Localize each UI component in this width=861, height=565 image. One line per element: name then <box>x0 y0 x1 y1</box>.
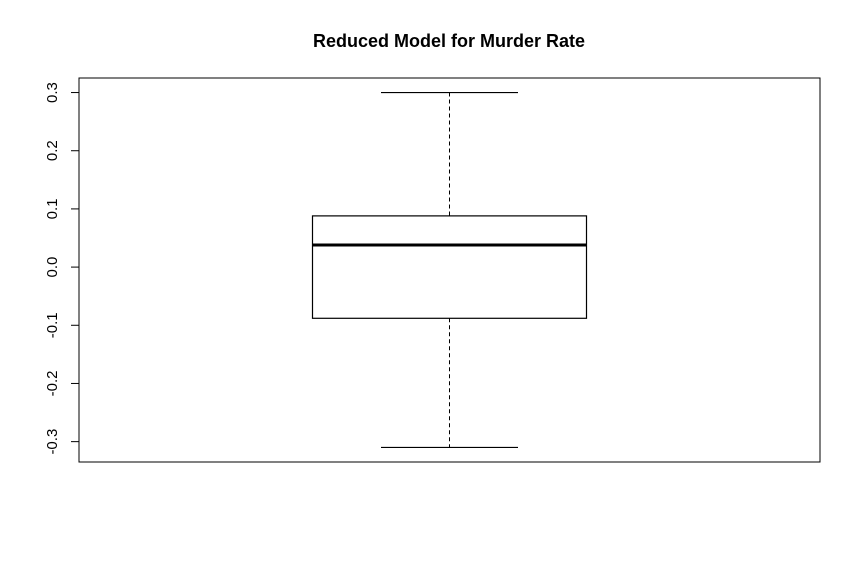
y-tick-label: -0.2 <box>44 371 61 397</box>
y-tick-label: 0.0 <box>44 257 61 278</box>
y-tick-label: 0.2 <box>44 140 61 161</box>
y-tick-label: -0.3 <box>44 429 61 455</box>
y-axis: -0.3 -0.2 -0.1 0.0 0.1 0.2 0.3 <box>44 82 80 455</box>
y-tick-label: 0.1 <box>44 198 61 219</box>
y-tick-label: -0.1 <box>44 312 61 338</box>
chart-title: Reduced Model for Murder Rate <box>313 31 585 51</box>
box-layer <box>311 91 588 449</box>
y-tick-label: 0.3 <box>44 82 61 103</box>
interquartile-box <box>311 215 588 319</box>
